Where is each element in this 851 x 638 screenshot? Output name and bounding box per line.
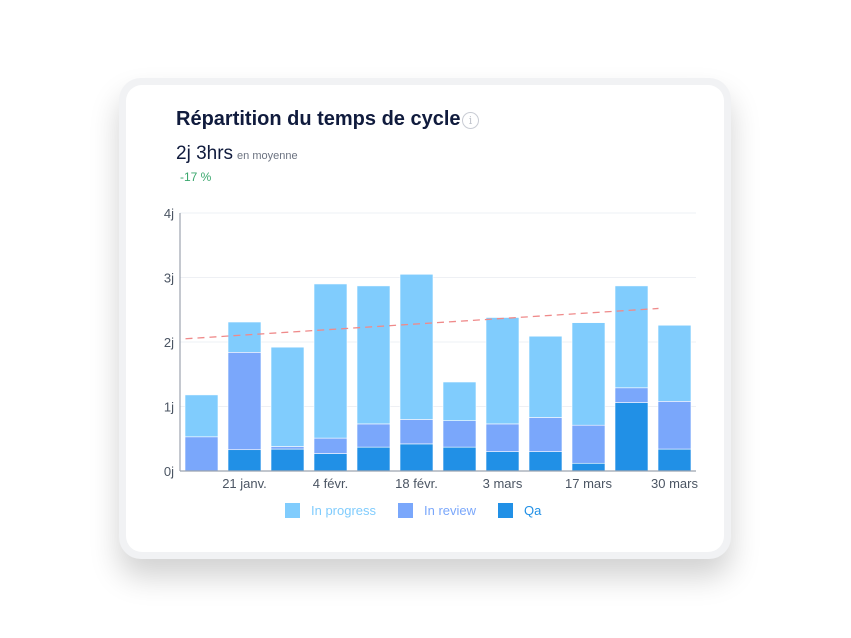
bar-segment-in-review [614,387,649,403]
x-tick-label: 17 mars [565,476,612,491]
bar-segment-qa [614,402,649,472]
bar-segment-in-progress [528,335,563,418]
bar-segment-qa [227,449,262,472]
legend-item: Qa [524,503,542,518]
x-tick-label: 30 mars [651,476,698,491]
bar-segment-qa [657,448,692,472]
x-tick-label: 4 févr. [313,476,348,491]
bar-segment-in-review [657,401,692,450]
bar-segment-in-review [184,436,219,472]
legend-item: In review [424,503,477,518]
legend-swatch [498,503,513,518]
bar-segment-in-progress [184,394,219,438]
bar-segment-in-progress [227,321,262,353]
bar-segment-qa [270,448,305,472]
y-tick-label: 0j [164,464,174,479]
bar-segment-in-progress [356,285,391,425]
bar-segment-in-review [270,446,305,450]
bar-segment-in-review [442,420,477,448]
average-value: 2j 3hrs en moyenne [176,143,298,165]
y-tick-label: 4j [164,206,174,221]
bar-segment-in-review [313,437,348,454]
bar-segment-in-review [485,423,520,452]
trend-line [185,307,659,340]
bar-segment-in-review [399,419,434,445]
card-title: Répartition du temps de cycle [176,108,461,130]
bar-segment-qa [442,446,477,472]
bar-segment-in-progress [571,322,606,426]
bar-segment-in-progress [270,346,305,447]
bar-segment-in-progress [485,317,520,425]
bar-segment-in-progress [442,381,477,421]
legend-swatch [285,503,300,518]
legend-item: In progress [311,503,377,518]
bar-segment-in-review [571,424,606,464]
x-tick-label: 21 janv. [222,476,267,491]
y-tick-label: 2j [164,335,174,350]
bar-segment-in-progress [657,324,692,402]
bar-segment-in-progress [399,273,434,420]
average-label: en moyenne [237,150,298,162]
x-tick-label: 3 mars [483,476,523,491]
bar-segment-in-progress [614,285,649,389]
x-tick-label: 18 févr. [395,476,438,491]
bar-segment-in-review [356,423,391,448]
y-tick-label: 1j [164,400,174,415]
bar-segment-qa [485,451,520,472]
bar-segment-qa [313,453,348,472]
delta-badge: -17 % [180,170,212,184]
bar-segment-in-review [227,352,262,451]
bar-segment-qa [399,443,434,472]
legend-swatch [398,503,413,518]
bar-segment-qa [528,451,563,472]
info-circle-icon[interactable]: i [462,112,479,129]
bar-segment-qa [356,446,391,472]
average-number: 2j 3hrs [176,143,234,164]
bar-segment-in-review [528,417,563,452]
y-tick-label: 3j [164,271,174,286]
bar-segment-qa [571,462,606,472]
bar-segment-in-progress [313,283,348,439]
